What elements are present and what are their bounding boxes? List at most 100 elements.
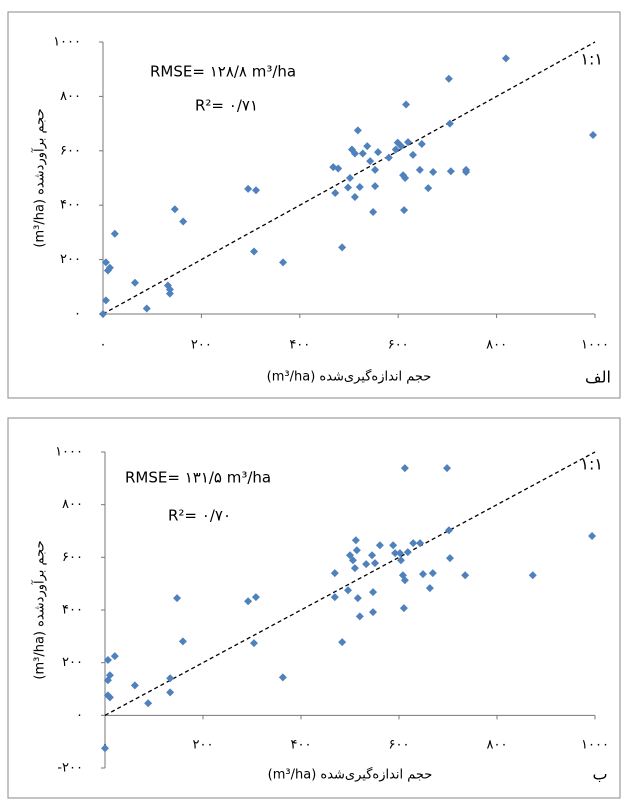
y-tick-label: ۱۰۰۰ — [53, 35, 81, 50]
chart-frame — [7, 11, 621, 399]
data-point — [391, 549, 400, 558]
data-point — [362, 560, 371, 569]
x-tick-label: ۲۰۰ — [191, 338, 212, 353]
data-point — [461, 571, 470, 580]
x-tick-label: ۸۰۰ — [487, 738, 508, 753]
data-point — [252, 186, 261, 195]
data-point — [444, 526, 453, 535]
x-axis-title: حجم اندازه‌گیری‌شده (m³/ha) — [268, 767, 433, 783]
data-point — [334, 164, 343, 173]
data-point — [345, 174, 354, 182]
x-tick-label: ۶۰۰ — [389, 738, 410, 753]
data-point — [101, 744, 109, 753]
rmse-annotation: RMSE= ۱۳۱/۵ m³/ha — [125, 469, 271, 487]
data-point — [444, 74, 453, 83]
y-tick-label: ۶۰۰ — [60, 143, 81, 158]
data-point — [399, 604, 408, 613]
data-point — [409, 539, 418, 548]
data-point — [244, 597, 253, 606]
data-point — [415, 165, 424, 174]
data-point — [330, 593, 339, 602]
data-point — [351, 536, 360, 545]
data-point — [353, 126, 362, 135]
y-tick-label: ۸۰۰ — [60, 89, 81, 104]
data-point — [384, 153, 393, 162]
y-tick-label: ۲۰۰ — [60, 252, 81, 267]
data-point — [446, 167, 455, 176]
data-point — [350, 193, 359, 202]
data-point — [178, 637, 187, 646]
data-point — [278, 673, 287, 682]
data-point — [250, 247, 259, 256]
data-point — [101, 258, 110, 267]
data-point — [110, 652, 119, 661]
data-point — [408, 150, 417, 159]
data-point — [401, 174, 410, 182]
data-point — [416, 539, 425, 548]
panel-label: الف — [585, 368, 611, 387]
data-point — [166, 674, 175, 683]
x-tick-label: ۶۰۰ — [388, 338, 409, 353]
data-point — [144, 699, 153, 708]
x-tick-label: ۴۰۰ — [289, 338, 310, 353]
x-tick-label: ۲۰۰ — [193, 738, 214, 753]
x-tick-label: ۸۰۰ — [486, 338, 507, 353]
data-point — [363, 142, 372, 151]
data-point — [397, 142, 406, 151]
data-point — [428, 569, 437, 578]
data-point — [353, 594, 362, 603]
y-tick-label: ۴۰۰ — [60, 198, 81, 213]
data-point — [389, 541, 398, 550]
data-point — [366, 157, 375, 166]
data-point — [244, 184, 253, 193]
data-point — [400, 464, 409, 473]
one-to-one-line — [104, 451, 596, 716]
data-point — [105, 693, 114, 702]
data-point — [375, 541, 384, 550]
data-point — [130, 278, 139, 287]
data-point — [374, 148, 383, 157]
y-tick-label: ۶۰۰ — [62, 550, 83, 565]
y-tick-label: ۰ — [76, 708, 83, 723]
data-point — [170, 205, 179, 214]
data-point — [330, 569, 339, 578]
data-point — [130, 681, 139, 690]
y-tick-label: ۸۰۰ — [62, 497, 83, 512]
data-point — [417, 140, 426, 148]
data-point — [371, 182, 380, 191]
y-tick-label: ۲۰۰ — [62, 655, 83, 670]
data-point — [166, 688, 175, 697]
data-point — [369, 208, 378, 216]
data-point — [369, 608, 378, 617]
data-point — [403, 548, 412, 557]
data-point — [528, 571, 537, 580]
y-axis-title: حجم برآورد‌شده (m³/ha) — [31, 108, 48, 247]
one-to-one-label: ۱:۱ — [580, 455, 603, 474]
panel-label: ب — [592, 765, 607, 784]
data-point — [251, 593, 260, 602]
data-point — [173, 594, 182, 603]
data-point — [370, 559, 379, 568]
data-point — [445, 119, 454, 128]
y-tick-label: -۲۰۰ — [57, 761, 83, 776]
data-point — [404, 138, 413, 147]
y-axis-title: حجم برآورد‌شده (m³/ha) — [31, 540, 48, 679]
data-point — [369, 588, 378, 597]
data-point — [355, 182, 364, 191]
chart-frame — [7, 417, 621, 799]
data-point — [588, 532, 597, 541]
y-tick-label: ۱۰۰۰ — [55, 445, 83, 460]
y-tick-label: ۴۰۰ — [62, 603, 83, 618]
data-point — [352, 546, 361, 555]
data-point — [338, 638, 347, 647]
data-point — [462, 165, 471, 174]
data-point — [358, 149, 367, 158]
data-point — [99, 310, 107, 318]
data-point — [445, 554, 454, 563]
data-point — [279, 258, 288, 267]
data-point — [368, 551, 377, 560]
data-point — [103, 656, 112, 665]
data-point — [443, 464, 452, 473]
data-point — [105, 671, 114, 680]
